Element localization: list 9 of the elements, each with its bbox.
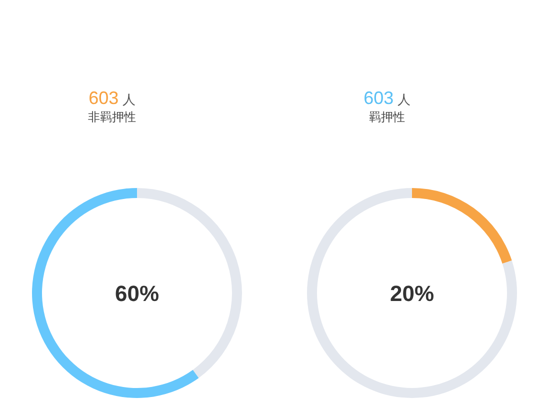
text: 60%	[114, 281, 160, 306]
text: 20%	[390, 281, 434, 306]
chart-subtitle: 羁押性	[369, 110, 405, 124]
donut-slice	[307, 188, 517, 398]
chart-title: 603 人	[364, 88, 410, 108]
donut-slice	[32, 188, 199, 398]
chart-title: 603 人	[88, 88, 136, 108]
chart-subtitle: 非羁押性	[88, 110, 136, 124]
donut-slice	[412, 188, 512, 264]
